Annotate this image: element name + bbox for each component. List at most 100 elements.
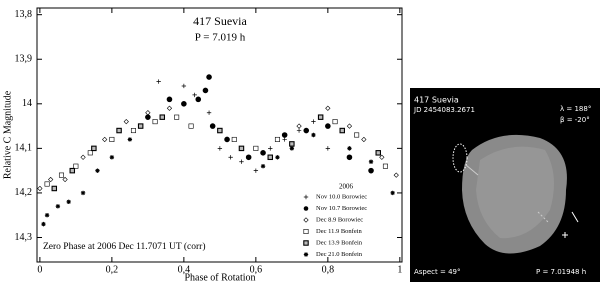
x-tick-label: 0,4 — [178, 264, 191, 275]
point — [41, 221, 46, 227]
point — [217, 127, 223, 134]
point — [87, 150, 93, 156]
x-axis-label: Phase of Rotation — [184, 272, 255, 283]
point — [80, 190, 86, 196]
point — [311, 132, 316, 138]
point — [260, 150, 266, 156]
point — [206, 110, 212, 115]
legend-label: Dec 11.9 Bonfein — [316, 228, 363, 235]
point — [55, 204, 61, 209]
point — [123, 119, 129, 125]
point — [354, 132, 360, 138]
point — [253, 168, 259, 173]
point — [296, 128, 302, 133]
y-tick-label: 14,2 — [15, 187, 33, 198]
point — [303, 217, 309, 223]
point — [206, 74, 212, 80]
legend-label: Dec 8.9 Borowiec — [316, 216, 363, 223]
point — [368, 167, 374, 174]
point — [393, 172, 399, 178]
panel-period: P = 7.01948 h — [536, 268, 586, 276]
point — [159, 114, 166, 120]
point — [339, 127, 345, 134]
point — [156, 79, 161, 84]
point — [48, 176, 54, 183]
asteroid-shading — [476, 146, 554, 239]
point — [166, 105, 173, 111]
legend-label: Nov 10.0 Borowiec — [316, 193, 367, 200]
point — [303, 240, 309, 246]
point — [37, 185, 43, 192]
point — [166, 96, 173, 103]
point — [268, 146, 273, 151]
point — [390, 190, 395, 196]
point — [368, 159, 374, 164]
point — [195, 96, 202, 103]
pole-line — [465, 164, 479, 176]
point — [289, 141, 295, 147]
plot-frame — [36, 7, 403, 263]
point — [181, 101, 187, 107]
x-tick-label: 0,8 — [322, 264, 335, 275]
x-tick-label: 0,6 — [250, 264, 263, 275]
point — [145, 114, 151, 120]
chart-title: 417 Suevia — [193, 14, 247, 28]
point — [228, 155, 233, 160]
point — [80, 154, 86, 160]
point — [102, 136, 108, 143]
point — [303, 127, 310, 134]
legend-label: Dec 13.9 Bonfein — [316, 239, 363, 246]
point — [116, 127, 122, 134]
point — [245, 154, 252, 161]
point — [347, 146, 352, 151]
point — [202, 87, 209, 94]
panel-lambda: λ = 188° — [560, 105, 591, 113]
point — [181, 83, 187, 89]
point — [303, 229, 309, 235]
model-panel: 417 Suevia JD 2454083.2671 λ = 188° β = … — [410, 88, 600, 282]
point — [44, 181, 50, 187]
point — [231, 136, 237, 142]
point — [281, 132, 288, 138]
point — [311, 119, 316, 124]
point — [239, 159, 244, 164]
panel-aspect: Aspect = 49° — [414, 268, 461, 276]
panel-name: 417 Suevia — [414, 96, 459, 105]
point — [346, 123, 353, 129]
point — [275, 155, 280, 160]
point — [332, 119, 338, 125]
point — [303, 194, 309, 200]
point — [361, 136, 367, 143]
point — [44, 213, 50, 218]
y-tick-label: 14,1 — [15, 143, 33, 154]
point — [137, 123, 144, 129]
y-tick-label: 14 — [22, 98, 32, 109]
panel-jd: JD 2454083.2671 — [413, 106, 475, 114]
point — [325, 123, 331, 129]
point — [296, 123, 302, 129]
x-tick-label: 0,2 — [106, 264, 119, 275]
point — [253, 145, 259, 151]
panel-beta: β = -20° — [560, 116, 590, 124]
point — [188, 123, 194, 129]
annotation: Zero Phase at 2006 Dec 11.7071 UT (corr) — [43, 241, 206, 252]
axis-marker — [571, 211, 579, 223]
point — [209, 123, 216, 129]
point — [145, 110, 151, 116]
point — [174, 114, 180, 120]
legend-label: Dec 21.0 Bonfein — [316, 251, 363, 258]
point — [260, 163, 266, 169]
point — [69, 167, 76, 174]
point — [152, 119, 158, 125]
chart-subtitle: P = 7.019 h — [195, 32, 246, 44]
point — [375, 150, 381, 156]
legend-title: 2006 — [339, 183, 354, 191]
point — [127, 137, 133, 142]
point — [382, 163, 388, 169]
point — [274, 136, 280, 142]
point — [238, 145, 245, 152]
point — [109, 155, 115, 160]
point — [303, 252, 309, 257]
y-tick-label: 13,9 — [15, 54, 33, 65]
y-tick-label: 13,8 — [15, 9, 33, 20]
